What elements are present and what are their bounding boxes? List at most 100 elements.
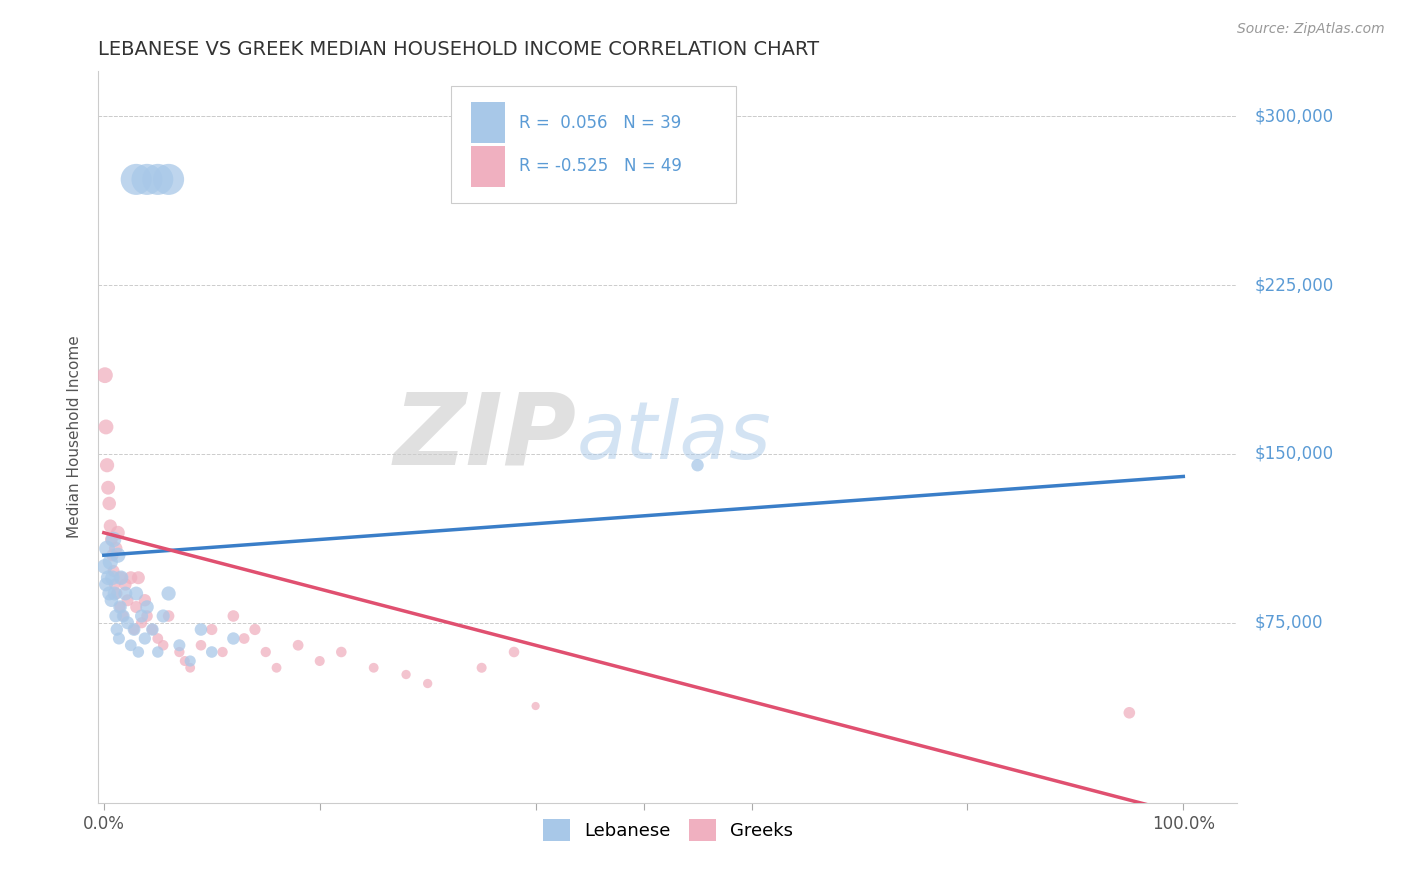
Point [104, 577, 127, 591]
Text: R = -0.525   N = 49: R = -0.525 N = 49 [519, 158, 682, 176]
Point [107, 525, 129, 540]
Point [287, 638, 309, 652]
Point [254, 645, 277, 659]
Point [524, 699, 547, 714]
Point [169, 645, 191, 659]
Point [201, 623, 224, 637]
Point [131, 609, 153, 624]
Point [146, 632, 169, 646]
Point [222, 632, 245, 646]
Text: $225,000: $225,000 [1254, 277, 1334, 294]
Point [97, 571, 120, 585]
Text: Source: ZipAtlas.com: Source: ZipAtlas.com [1237, 22, 1385, 37]
Legend: Lebanese, Greeks: Lebanese, Greeks [536, 812, 800, 848]
Point [105, 623, 128, 637]
Point [169, 638, 191, 652]
Point [471, 661, 494, 675]
Text: R =  0.056   N = 39: R = 0.056 N = 39 [519, 113, 681, 131]
Point [96, 458, 118, 473]
Point [125, 599, 148, 614]
Point [131, 615, 153, 630]
Point [125, 586, 148, 600]
FancyBboxPatch shape [471, 146, 505, 186]
Point [222, 609, 245, 624]
Point [233, 632, 256, 646]
Point [141, 623, 163, 637]
Point [108, 599, 131, 614]
Point [134, 593, 156, 607]
Point [136, 172, 159, 186]
Point [100, 533, 122, 547]
Point [100, 593, 122, 607]
Point [94, 559, 117, 574]
FancyBboxPatch shape [471, 103, 505, 143]
Point [211, 645, 233, 659]
Point [96, 541, 118, 556]
Point [120, 571, 142, 585]
Text: LEBANESE VS GREEK MEDIAN HOUSEHOLD INCOME CORRELATION CHART: LEBANESE VS GREEK MEDIAN HOUSEHOLD INCOM… [98, 39, 820, 59]
Point [152, 638, 174, 652]
Point [157, 172, 180, 186]
Point [108, 632, 131, 646]
Point [103, 564, 125, 578]
Point [104, 541, 127, 556]
Point [179, 654, 201, 668]
Point [112, 609, 135, 624]
Point [98, 586, 121, 600]
Text: $75,000: $75,000 [1254, 614, 1323, 632]
Point [503, 645, 526, 659]
Point [266, 661, 288, 675]
Point [103, 533, 125, 547]
Point [94, 420, 117, 434]
Point [105, 586, 128, 600]
Point [179, 661, 201, 675]
Point [686, 458, 709, 473]
Point [125, 172, 148, 186]
Point [308, 654, 330, 668]
Point [127, 571, 149, 585]
Point [104, 586, 127, 600]
Text: atlas: atlas [576, 398, 772, 476]
Point [114, 586, 136, 600]
Point [201, 645, 224, 659]
Point [173, 654, 195, 668]
Point [122, 623, 145, 637]
Point [243, 623, 266, 637]
Point [120, 638, 142, 652]
Point [104, 609, 127, 624]
Text: $150,000: $150,000 [1254, 445, 1333, 463]
Point [97, 481, 120, 495]
Point [94, 368, 117, 383]
Text: $300,000: $300,000 [1254, 107, 1333, 126]
Point [108, 599, 131, 614]
Point [98, 519, 121, 533]
Point [136, 599, 159, 614]
Point [146, 645, 169, 659]
Point [122, 623, 145, 637]
Point [101, 548, 124, 562]
Point [98, 555, 121, 569]
Point [146, 172, 169, 186]
Y-axis label: Median Household Income: Median Household Income [67, 335, 83, 539]
FancyBboxPatch shape [451, 86, 737, 203]
Point [110, 571, 132, 585]
Point [110, 571, 132, 585]
Point [1118, 706, 1140, 720]
Point [117, 593, 139, 607]
Point [157, 609, 180, 624]
Point [363, 661, 385, 675]
Point [94, 577, 117, 591]
Point [112, 609, 135, 624]
Point [127, 645, 149, 659]
Point [152, 609, 174, 624]
Point [136, 609, 159, 624]
Point [117, 615, 139, 630]
Point [190, 623, 212, 637]
Point [114, 577, 136, 591]
Point [141, 623, 163, 637]
Point [98, 496, 121, 510]
Point [330, 645, 353, 659]
Point [157, 586, 180, 600]
Text: ZIP: ZIP [394, 389, 576, 485]
Point [190, 638, 212, 652]
